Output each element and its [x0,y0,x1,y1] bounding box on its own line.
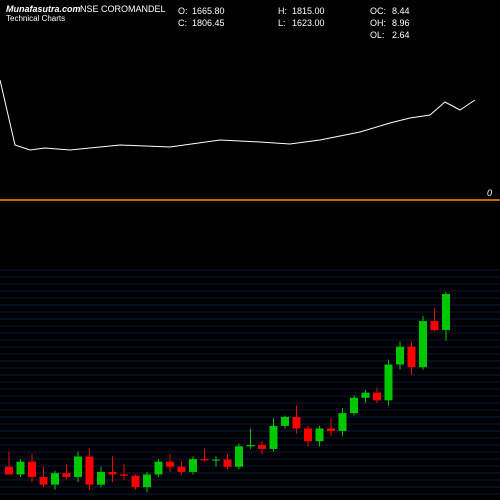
candle [109,472,117,475]
stat-ol-value: 2.64 [392,30,410,40]
candle [431,321,439,330]
candle [97,472,105,485]
candle [155,462,163,475]
stat-low-value: 1623.00 [292,18,325,28]
candle [408,347,416,367]
stat-ol-label: OL: [370,30,385,40]
stat-open-label: O: [178,6,188,16]
stat-oh-value: 8.96 [392,18,410,28]
chart-background [0,0,500,500]
candle [316,428,324,441]
brand-title: Munafasutra.com [6,4,81,14]
candle [212,460,220,461]
candle [385,365,393,401]
candle [281,417,289,426]
stat-oh-label: OH: [370,18,386,28]
candle [350,398,358,413]
separator-label: 0 [487,188,492,198]
candle [293,417,301,429]
candle [17,462,25,475]
candle [5,467,13,475]
candle [178,467,186,472]
ticker-label: NSE COROMANDEL [80,4,166,14]
stat-high-value: 1815.00 [292,6,325,16]
stat-oc-value: 8.44 [392,6,410,16]
stock-chart: 0 Munafasutra.com Technical Charts NSE C… [0,0,500,500]
candle [304,428,312,441]
candle [339,413,347,431]
candle [442,294,450,330]
candle [132,476,140,488]
candle [189,459,197,472]
candle [258,445,266,449]
candle [327,428,335,431]
stat-open-value: 1665.80 [192,6,225,16]
candle [362,393,370,398]
candle [86,457,94,485]
stat-high-label: H: [278,6,287,16]
candle [396,347,404,365]
candle [201,459,209,460]
candle [373,393,381,401]
candle [235,446,243,466]
stat-close-value: 1806.45 [192,18,225,28]
candle [40,477,48,485]
candle [270,426,278,449]
stat-low-label: L: [278,18,286,28]
candle [63,473,71,477]
candle [120,474,128,475]
candle [51,473,59,485]
candle [224,460,232,467]
candle [28,462,36,477]
candle [166,462,174,467]
candle [143,474,151,487]
brand-subtitle: Technical Charts [6,14,65,23]
candle [247,445,255,446]
candle [74,457,82,477]
stat-oc-label: OC: [370,6,386,16]
stat-close-label: C: [178,18,187,28]
candle [419,321,427,367]
